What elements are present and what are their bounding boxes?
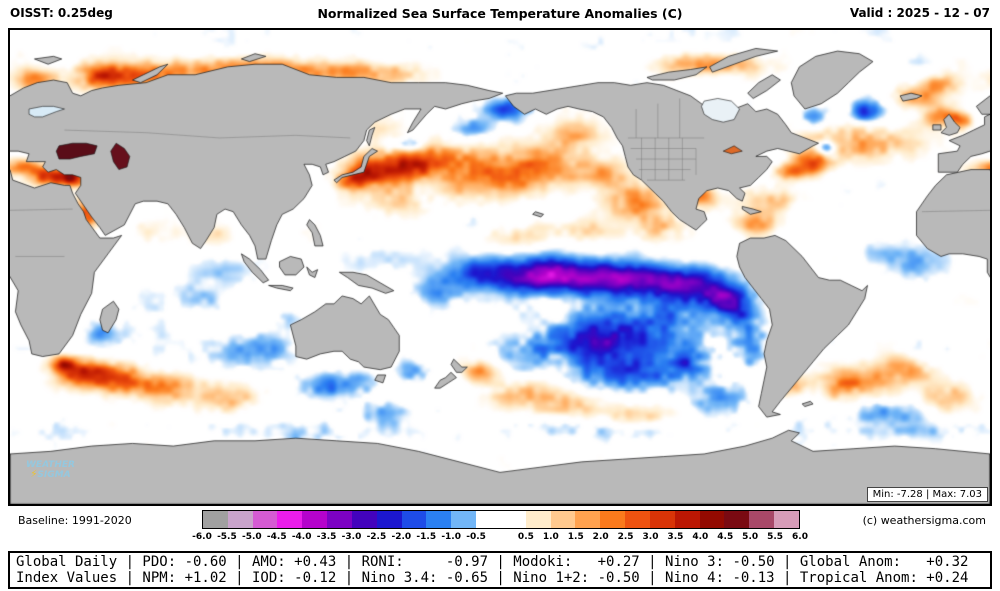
colorbar-tick-label: -1.5 [416,532,437,542]
colorbar-segment [376,511,402,528]
indices-table: Global Daily | PDO: -0.60 | AMO: +0.43 |… [8,551,992,589]
colorbar-segment [227,511,253,528]
colorbar-tick-label: 2.5 [617,532,634,542]
colorbar-segment [500,511,526,528]
page-title: Normalized Sea Surface Temperature Anoma… [317,6,683,21]
colorbar-tick-label: 4.0 [692,532,709,542]
colorbar-segment [674,511,700,528]
colorbar-segment [476,511,501,528]
colorbar-tick-label: 1.0 [542,532,559,542]
colorbar-tick-label: -5.0 [241,532,262,542]
colorbar-tick-label: 4.5 [717,532,734,542]
colorbar-tick-label: -6.0 [192,532,212,542]
valid-date-label: Valid : 2025 - 12 - 07 [849,6,990,20]
colorbar-segment [600,511,626,528]
colorbar-segment [699,511,725,528]
colorbar-tick-label: -2.5 [366,532,387,542]
colorbar-segment [749,511,775,528]
colorbar-segment [451,511,477,528]
colorbar-tick-label: -4.0 [291,532,312,542]
colorbar-segment [525,511,551,528]
colorbar-tick-labels: -6.0 -5.5 -5.0 -4.5 -4.0 -3.5 -3.0 -2.5 -2.0 -1.5… [192,532,808,544]
colorbar-tick-label: -5.5 [217,532,237,542]
colorbar-tick-label: 5.0 [742,532,759,542]
colorbar-tick-label: 0.5 [517,532,534,542]
lightning-icon: ⚡ [30,469,38,480]
logo-line-sigma: SIGMA [37,470,71,480]
colorbar-tick-label: 6.0 [792,532,808,542]
product-label: OISST: 0.25deg [10,6,113,20]
colorbar-tick-label: -1.0 [441,532,461,542]
colorbar-segment [625,511,650,528]
colorbar-segment [277,511,303,528]
colorbar-segment [550,511,576,528]
logo-line-weather: WEATHER [26,460,75,470]
colorbar-segment [575,511,601,528]
colorbar-segment [774,511,799,528]
colorbar-segment [302,511,328,528]
indices-row: Global Daily | PDO: -0.60 | AMO: +0.43 |… [16,554,969,570]
colorbar-segment [724,511,750,528]
weathersigma-logo: WEATHER ⚡SIGMA [26,460,75,480]
colorbar-tick-label: -0.5 [466,532,486,542]
colorbar-tick-label: -4.5 [266,532,287,542]
colorbar-tick-label: 5.5 [767,532,784,542]
colorbar-segment [203,511,228,528]
colorbar-segment [401,511,427,528]
colorbar-segment [252,511,278,528]
colorbar-tick-label: 2.0 [592,532,609,542]
colorbar-tick-label: 3.0 [642,532,659,542]
colorbar-segment [351,511,377,528]
colorbar-tick-label: -2.0 [391,532,412,542]
world-sst-anomaly-map [10,30,990,504]
colorbar-tick-label: 3.5 [667,532,684,542]
colorbar-segment [327,511,352,528]
colorbar-segment [649,511,675,528]
colorbar-tick-label: -3.0 [341,532,362,542]
colorbar-tick-label: -3.5 [316,532,337,542]
indices-row: Index Values | NPM: +1.02 | IOD: -0.12 |… [16,570,969,586]
colorbar-segment [426,511,452,528]
minmax-badge: Min: -7.28 | Max: 7.03 [866,487,988,502]
colorbar-tick-label: 1.5 [567,532,584,542]
colorbar [202,510,800,529]
map-frame: WEATHER ⚡SIGMA Min: -7.28 | Max: 7.03 [8,28,992,506]
baseline-label: Baseline: 1991-2020 [18,514,132,527]
credit-label: (c) weathersigma.com [862,514,986,527]
